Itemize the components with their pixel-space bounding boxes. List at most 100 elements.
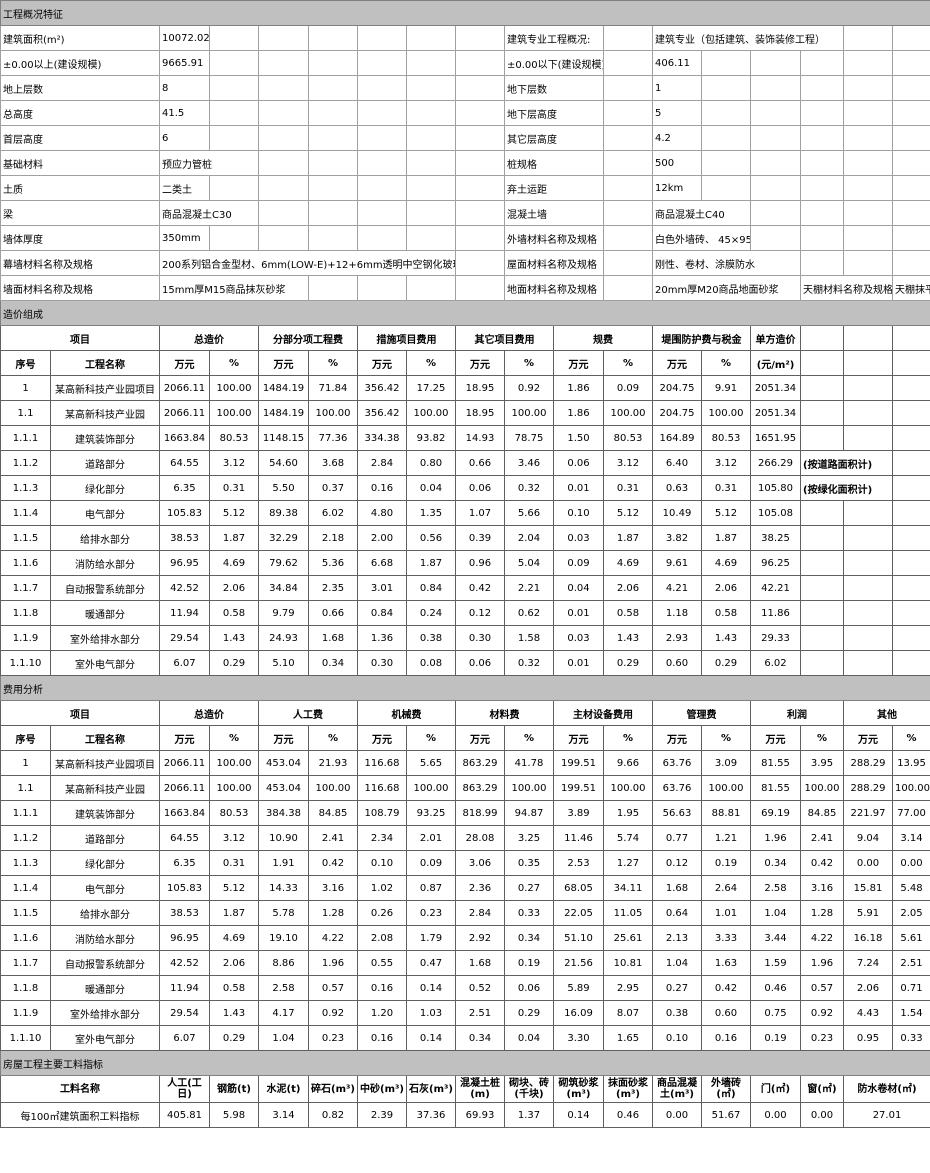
- cell[interactable]: 199.51: [553, 750, 604, 776]
- cell[interactable]: 自动报警系统部分: [50, 950, 160, 976]
- cell[interactable]: 1.87: [701, 525, 751, 551]
- cell[interactable]: 1.37: [504, 1102, 554, 1128]
- column-header[interactable]: 工程名称: [50, 725, 160, 751]
- cell[interactable]: 16.09: [553, 1000, 604, 1026]
- cell[interactable]: 某高新科技产业园项目: [50, 750, 160, 776]
- column-group-header[interactable]: 材料费: [455, 700, 554, 726]
- cell[interactable]: 2.05: [891, 900, 930, 926]
- empty-cell[interactable]: [406, 200, 456, 226]
- cell[interactable]: 1.1.10: [0, 1025, 51, 1051]
- cell[interactable]: 0.33: [891, 1025, 930, 1051]
- cell[interactable]: 80.53: [701, 425, 751, 451]
- cell[interactable]: 1.1.2: [0, 825, 51, 851]
- cell[interactable]: 4.21: [652, 575, 702, 601]
- empty-cell[interactable]: [843, 550, 893, 576]
- column-header[interactable]: 序号: [0, 725, 51, 751]
- field-label[interactable]: ±0.00以下(建设规模): [504, 50, 604, 76]
- empty-cell[interactable]: [891, 200, 930, 226]
- empty-cell[interactable]: [308, 100, 358, 126]
- cell[interactable]: 0.46: [603, 1102, 653, 1128]
- empty-cell[interactable]: [891, 175, 930, 201]
- empty-cell[interactable]: [603, 200, 653, 226]
- cell[interactable]: 38.53: [159, 900, 210, 926]
- cell[interactable]: 0.19: [750, 1025, 801, 1051]
- column-header[interactable]: 万元: [455, 350, 505, 376]
- empty-cell[interactable]: [701, 150, 751, 176]
- area-note[interactable]: (按绿化面积计): [800, 475, 893, 501]
- column-header[interactable]: %: [701, 350, 751, 376]
- cell[interactable]: 0.42: [701, 975, 751, 1001]
- cell[interactable]: 34.84: [258, 575, 309, 601]
- cell[interactable]: 0.63: [652, 475, 702, 501]
- cell[interactable]: 9.66: [603, 750, 653, 776]
- column-header[interactable]: 万元: [843, 725, 893, 751]
- cell[interactable]: 863.29: [455, 775, 505, 801]
- empty-cell[interactable]: [701, 100, 751, 126]
- cell[interactable]: 0.29: [504, 1000, 554, 1026]
- cell[interactable]: 0.42: [455, 575, 505, 601]
- empty-cell[interactable]: [891, 50, 930, 76]
- column-group-header[interactable]: 措施项目费用: [357, 325, 456, 351]
- cell[interactable]: 0.16: [701, 1025, 751, 1051]
- empty-cell[interactable]: [455, 150, 505, 176]
- empty-cell[interactable]: [406, 150, 456, 176]
- cell[interactable]: 1.79: [406, 925, 456, 951]
- cell[interactable]: 5.66: [504, 500, 554, 526]
- cell[interactable]: 0.66: [308, 600, 358, 626]
- cell[interactable]: 0.96: [455, 550, 505, 576]
- empty-cell[interactable]: [891, 650, 930, 676]
- field-value[interactable]: 15mm厚M15商品抹灰砂浆: [159, 275, 309, 301]
- cell[interactable]: 0.30: [455, 625, 505, 651]
- empty-cell[interactable]: [357, 175, 407, 201]
- column-header[interactable]: 砌块、砖(千块): [504, 1075, 554, 1103]
- cell[interactable]: 1.59: [750, 950, 801, 976]
- cell[interactable]: 1: [0, 750, 51, 776]
- empty-cell[interactable]: [308, 150, 358, 176]
- cell[interactable]: 自动报警系统部分: [50, 575, 160, 601]
- cell[interactable]: 2.84: [455, 900, 505, 926]
- cell[interactable]: 4.69: [701, 550, 751, 576]
- cell[interactable]: 建筑装饰部分: [50, 425, 160, 451]
- cell[interactable]: 0.04: [504, 1025, 554, 1051]
- empty-cell[interactable]: [891, 150, 930, 176]
- cell[interactable]: 6.02: [308, 500, 358, 526]
- empty-cell[interactable]: [603, 75, 653, 101]
- field-label[interactable]: 地下层高度: [504, 100, 604, 126]
- cell[interactable]: 2051.34: [750, 375, 801, 401]
- cell[interactable]: 0.16: [357, 1025, 407, 1051]
- cell[interactable]: 29.54: [159, 625, 210, 651]
- cell[interactable]: 0.23: [308, 1025, 358, 1051]
- cell[interactable]: 3.33: [701, 925, 751, 951]
- cell[interactable]: 34.11: [603, 875, 653, 901]
- cell[interactable]: 5.74: [603, 825, 653, 851]
- empty-cell[interactable]: [603, 100, 653, 126]
- cell[interactable]: 221.97: [843, 800, 893, 826]
- empty-cell[interactable]: [800, 250, 844, 276]
- cell[interactable]: 2.34: [357, 825, 407, 851]
- cell[interactable]: 1.28: [800, 900, 844, 926]
- cell[interactable]: 0.34: [504, 925, 554, 951]
- cell[interactable]: 某高新科技产业园: [50, 775, 160, 801]
- empty-cell[interactable]: [843, 400, 893, 426]
- cell[interactable]: 3.16: [800, 875, 844, 901]
- cell[interactable]: 4.43: [843, 1000, 893, 1026]
- cell[interactable]: 0.23: [800, 1025, 844, 1051]
- cell[interactable]: 1.27: [603, 850, 653, 876]
- empty-cell[interactable]: [800, 100, 844, 126]
- cell[interactable]: 0.16: [357, 975, 407, 1001]
- cell[interactable]: 6.40: [652, 450, 702, 476]
- cell[interactable]: 1.87: [603, 525, 653, 551]
- cell[interactable]: 100.00: [701, 775, 751, 801]
- empty-cell[interactable]: [455, 75, 505, 101]
- column-header[interactable]: 水泥(t): [258, 1075, 309, 1103]
- empty-cell[interactable]: [603, 175, 653, 201]
- cell[interactable]: 0.47: [406, 950, 456, 976]
- column-group-header[interactable]: 机械费: [357, 700, 456, 726]
- column-header[interactable]: 中砂(m³): [357, 1075, 407, 1103]
- cell[interactable]: 0.01: [553, 475, 604, 501]
- cell[interactable]: 41.78: [504, 750, 554, 776]
- field-label[interactable]: 外墙材料名称及规格: [504, 225, 604, 251]
- empty-cell[interactable]: [455, 25, 505, 51]
- empty-cell[interactable]: [843, 625, 893, 651]
- column-header[interactable]: %: [209, 350, 259, 376]
